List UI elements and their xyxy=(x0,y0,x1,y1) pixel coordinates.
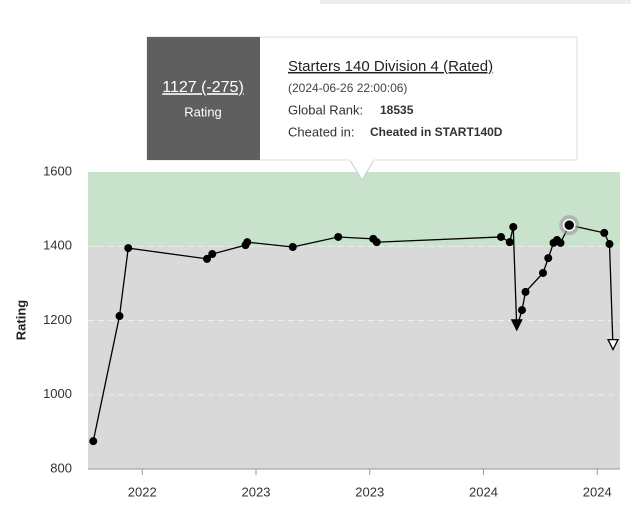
tooltip-rank-label: Global Rank: xyxy=(288,102,363,117)
data-point xyxy=(243,238,252,247)
data-point xyxy=(563,218,576,232)
tooltip-rating[interactable]: 1127 (-275) xyxy=(162,79,244,96)
data-point xyxy=(556,238,565,247)
data-point xyxy=(606,338,620,352)
x-tick-label: 2023 xyxy=(355,484,384,499)
y-tick-label: 1200 xyxy=(43,312,72,327)
plot-area: 800 1000 1200 1400 1600 2022 2023 2023 2024 2024 xyxy=(43,163,620,499)
data-point xyxy=(372,238,381,247)
data-point xyxy=(509,222,518,231)
data-point xyxy=(510,319,523,332)
data-point xyxy=(518,306,526,315)
data-point xyxy=(521,287,530,296)
tooltip-cheated: Cheated in START140D xyxy=(370,125,503,139)
data-point xyxy=(208,250,217,259)
y-tick-label: 1600 xyxy=(43,163,72,178)
data-point xyxy=(334,232,343,241)
data-point xyxy=(124,244,133,253)
tooltip-rating-label: Rating xyxy=(184,104,222,119)
tooltip-time: (2024-06-26 22:00:06) xyxy=(288,81,407,95)
x-tick-label: 2024 xyxy=(583,484,612,499)
tooltip-rank: 18535 xyxy=(380,103,414,117)
y-tick-label: 800 xyxy=(50,460,72,475)
x-tick-label: 2023 xyxy=(242,484,271,499)
y-tick-label: 1000 xyxy=(43,386,72,401)
data-point xyxy=(89,437,98,446)
tooltip-cheated-label: Cheated in: xyxy=(288,124,355,139)
x-tick-label: 2024 xyxy=(469,484,498,499)
data-point xyxy=(203,254,211,263)
y-tick-label: 1400 xyxy=(43,238,72,253)
data-point xyxy=(605,240,614,249)
tooltip-rating-panel xyxy=(147,37,260,160)
y-axis-title: Rating xyxy=(13,300,28,341)
data-point xyxy=(505,238,514,247)
data-point xyxy=(115,312,124,321)
top-bar xyxy=(320,0,631,4)
tooltip-contest[interactable]: Starters 140 Division 4 (Rated) xyxy=(288,58,493,75)
data-point xyxy=(497,232,505,241)
data-point xyxy=(288,242,297,251)
data-point xyxy=(539,268,547,277)
x-tick-label: 2022 xyxy=(128,484,157,499)
tooltip: 1127 (-275) Rating Starters 140 Division… xyxy=(146,36,578,181)
rating-band xyxy=(88,172,620,247)
data-point xyxy=(600,228,609,237)
data-point xyxy=(544,254,553,263)
rating-band xyxy=(88,246,620,469)
